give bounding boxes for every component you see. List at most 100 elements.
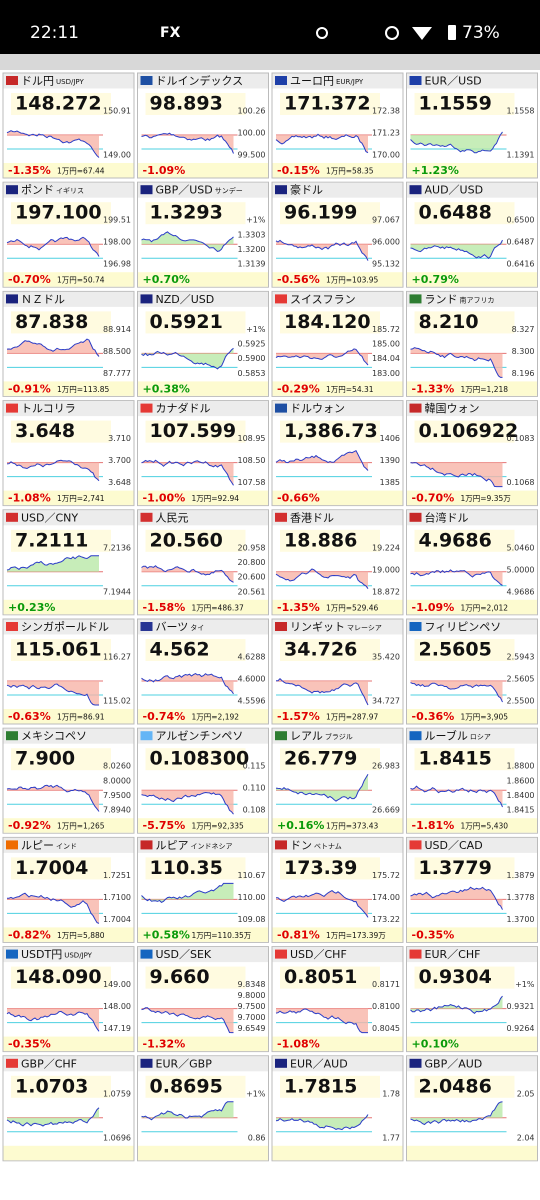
tile[interactable] xyxy=(137,618,269,725)
flag xyxy=(6,76,18,85)
footer xyxy=(272,381,403,396)
tile[interactable] xyxy=(271,400,404,507)
sparkline-area xyxy=(276,348,368,365)
tile[interactable] xyxy=(271,181,404,288)
price-highlight xyxy=(280,639,380,661)
footer xyxy=(407,1145,537,1161)
tile[interactable] xyxy=(137,946,269,1053)
axis-label: 2.04 xyxy=(517,1133,535,1142)
tile[interactable] xyxy=(271,72,404,179)
flag xyxy=(6,294,18,304)
price-highlight xyxy=(11,420,111,443)
tile[interactable] xyxy=(406,290,538,397)
tile[interactable] xyxy=(406,618,538,725)
tile[interactable] xyxy=(271,946,404,1053)
price: 148.272 xyxy=(15,93,102,115)
footer xyxy=(138,599,268,615)
flag xyxy=(6,840,18,850)
tile[interactable] xyxy=(137,72,269,179)
price-highlight xyxy=(414,420,515,443)
tile[interactable] xyxy=(2,618,135,725)
sparkline xyxy=(275,774,369,802)
tile[interactable] xyxy=(137,1055,269,1162)
axis-label: +1% xyxy=(246,1089,266,1098)
sparkline xyxy=(141,132,234,154)
axis-label: 4.9686 xyxy=(507,587,535,596)
axis-label: 1.3303 xyxy=(238,230,266,239)
axis-label: 1390 xyxy=(380,456,400,465)
currency-name: ランド xyxy=(425,293,458,306)
sparkline xyxy=(141,459,234,486)
tile[interactable] xyxy=(2,836,135,943)
sparkline xyxy=(141,231,234,253)
sparkline xyxy=(410,239,503,259)
tile[interactable] xyxy=(2,727,135,834)
axis-label: +1% xyxy=(246,325,266,334)
tile[interactable] xyxy=(406,509,538,616)
axis-label: 1.8600 xyxy=(507,776,535,785)
tile[interactable] xyxy=(271,727,404,834)
sparkline-area xyxy=(7,681,99,705)
axis-label: 1.3879 xyxy=(507,871,535,880)
tile[interactable] xyxy=(406,400,538,507)
tile[interactable] xyxy=(137,290,269,397)
tile[interactable] xyxy=(137,836,269,943)
tile-header xyxy=(407,73,537,89)
change: -5.75% xyxy=(143,819,186,832)
axis-label: 7.9500 xyxy=(103,791,131,800)
tile[interactable] xyxy=(406,72,538,179)
price: 1.7815 xyxy=(284,1075,357,1097)
tile[interactable] xyxy=(271,290,404,397)
tile[interactable] xyxy=(2,72,135,179)
tile[interactable] xyxy=(137,727,269,834)
yen-conversion: 1万円=110.35万 xyxy=(192,931,252,940)
price-highlight xyxy=(280,420,380,443)
tile[interactable] xyxy=(406,1055,538,1162)
currency-name: 人民元 xyxy=(156,511,189,524)
tile[interactable] xyxy=(2,181,135,288)
axis-label: 110.00 xyxy=(238,893,266,902)
tile[interactable] xyxy=(137,181,269,288)
tile[interactable] xyxy=(137,400,269,507)
currency-name: USD／CAD xyxy=(425,839,483,852)
tile[interactable] xyxy=(2,400,135,507)
tile[interactable] xyxy=(406,946,538,1053)
axis-label: 149.00 xyxy=(103,980,131,989)
axis-label: 99.500 xyxy=(238,151,266,160)
footer xyxy=(138,818,268,833)
axis-label: 1.0696 xyxy=(103,1133,131,1142)
footer xyxy=(138,709,268,724)
currency-name: GBP／USD xyxy=(156,184,213,197)
axis-label: 0.5853 xyxy=(238,369,266,378)
tile[interactable] xyxy=(137,509,269,616)
sparkline-area xyxy=(141,133,234,154)
tile[interactable] xyxy=(406,727,538,834)
footer xyxy=(272,818,403,833)
tile[interactable] xyxy=(271,836,404,943)
price: 0.5921 xyxy=(150,311,223,333)
price-highlight xyxy=(11,857,111,880)
axis-label: 1.78 xyxy=(382,1089,400,1098)
axis-label: 110.67 xyxy=(238,871,266,880)
tile[interactable] xyxy=(406,181,538,288)
sparkline-area xyxy=(141,565,234,583)
axis-label: 9.7500 xyxy=(238,1002,266,1011)
axis-label: 183.00 xyxy=(372,369,400,378)
price-highlight xyxy=(414,966,515,989)
tile-header xyxy=(3,73,134,89)
axis-label: 87.777 xyxy=(103,369,131,378)
tile[interactable] xyxy=(271,1055,404,1162)
battery-level: 73% xyxy=(462,23,500,43)
tile[interactable] xyxy=(2,1055,135,1162)
price: 18.886 xyxy=(284,529,357,551)
tile-header xyxy=(3,728,134,744)
axis-label: 96.000 xyxy=(372,238,400,247)
footer xyxy=(272,709,403,724)
tile[interactable] xyxy=(271,509,404,616)
price-highlight xyxy=(11,1075,111,1098)
yen-conversion: 1万円=373.43 xyxy=(326,822,379,831)
dnd-icon xyxy=(385,26,399,40)
tile[interactable] xyxy=(2,509,135,616)
tile[interactable] xyxy=(271,618,404,725)
tile[interactable] xyxy=(2,946,135,1053)
